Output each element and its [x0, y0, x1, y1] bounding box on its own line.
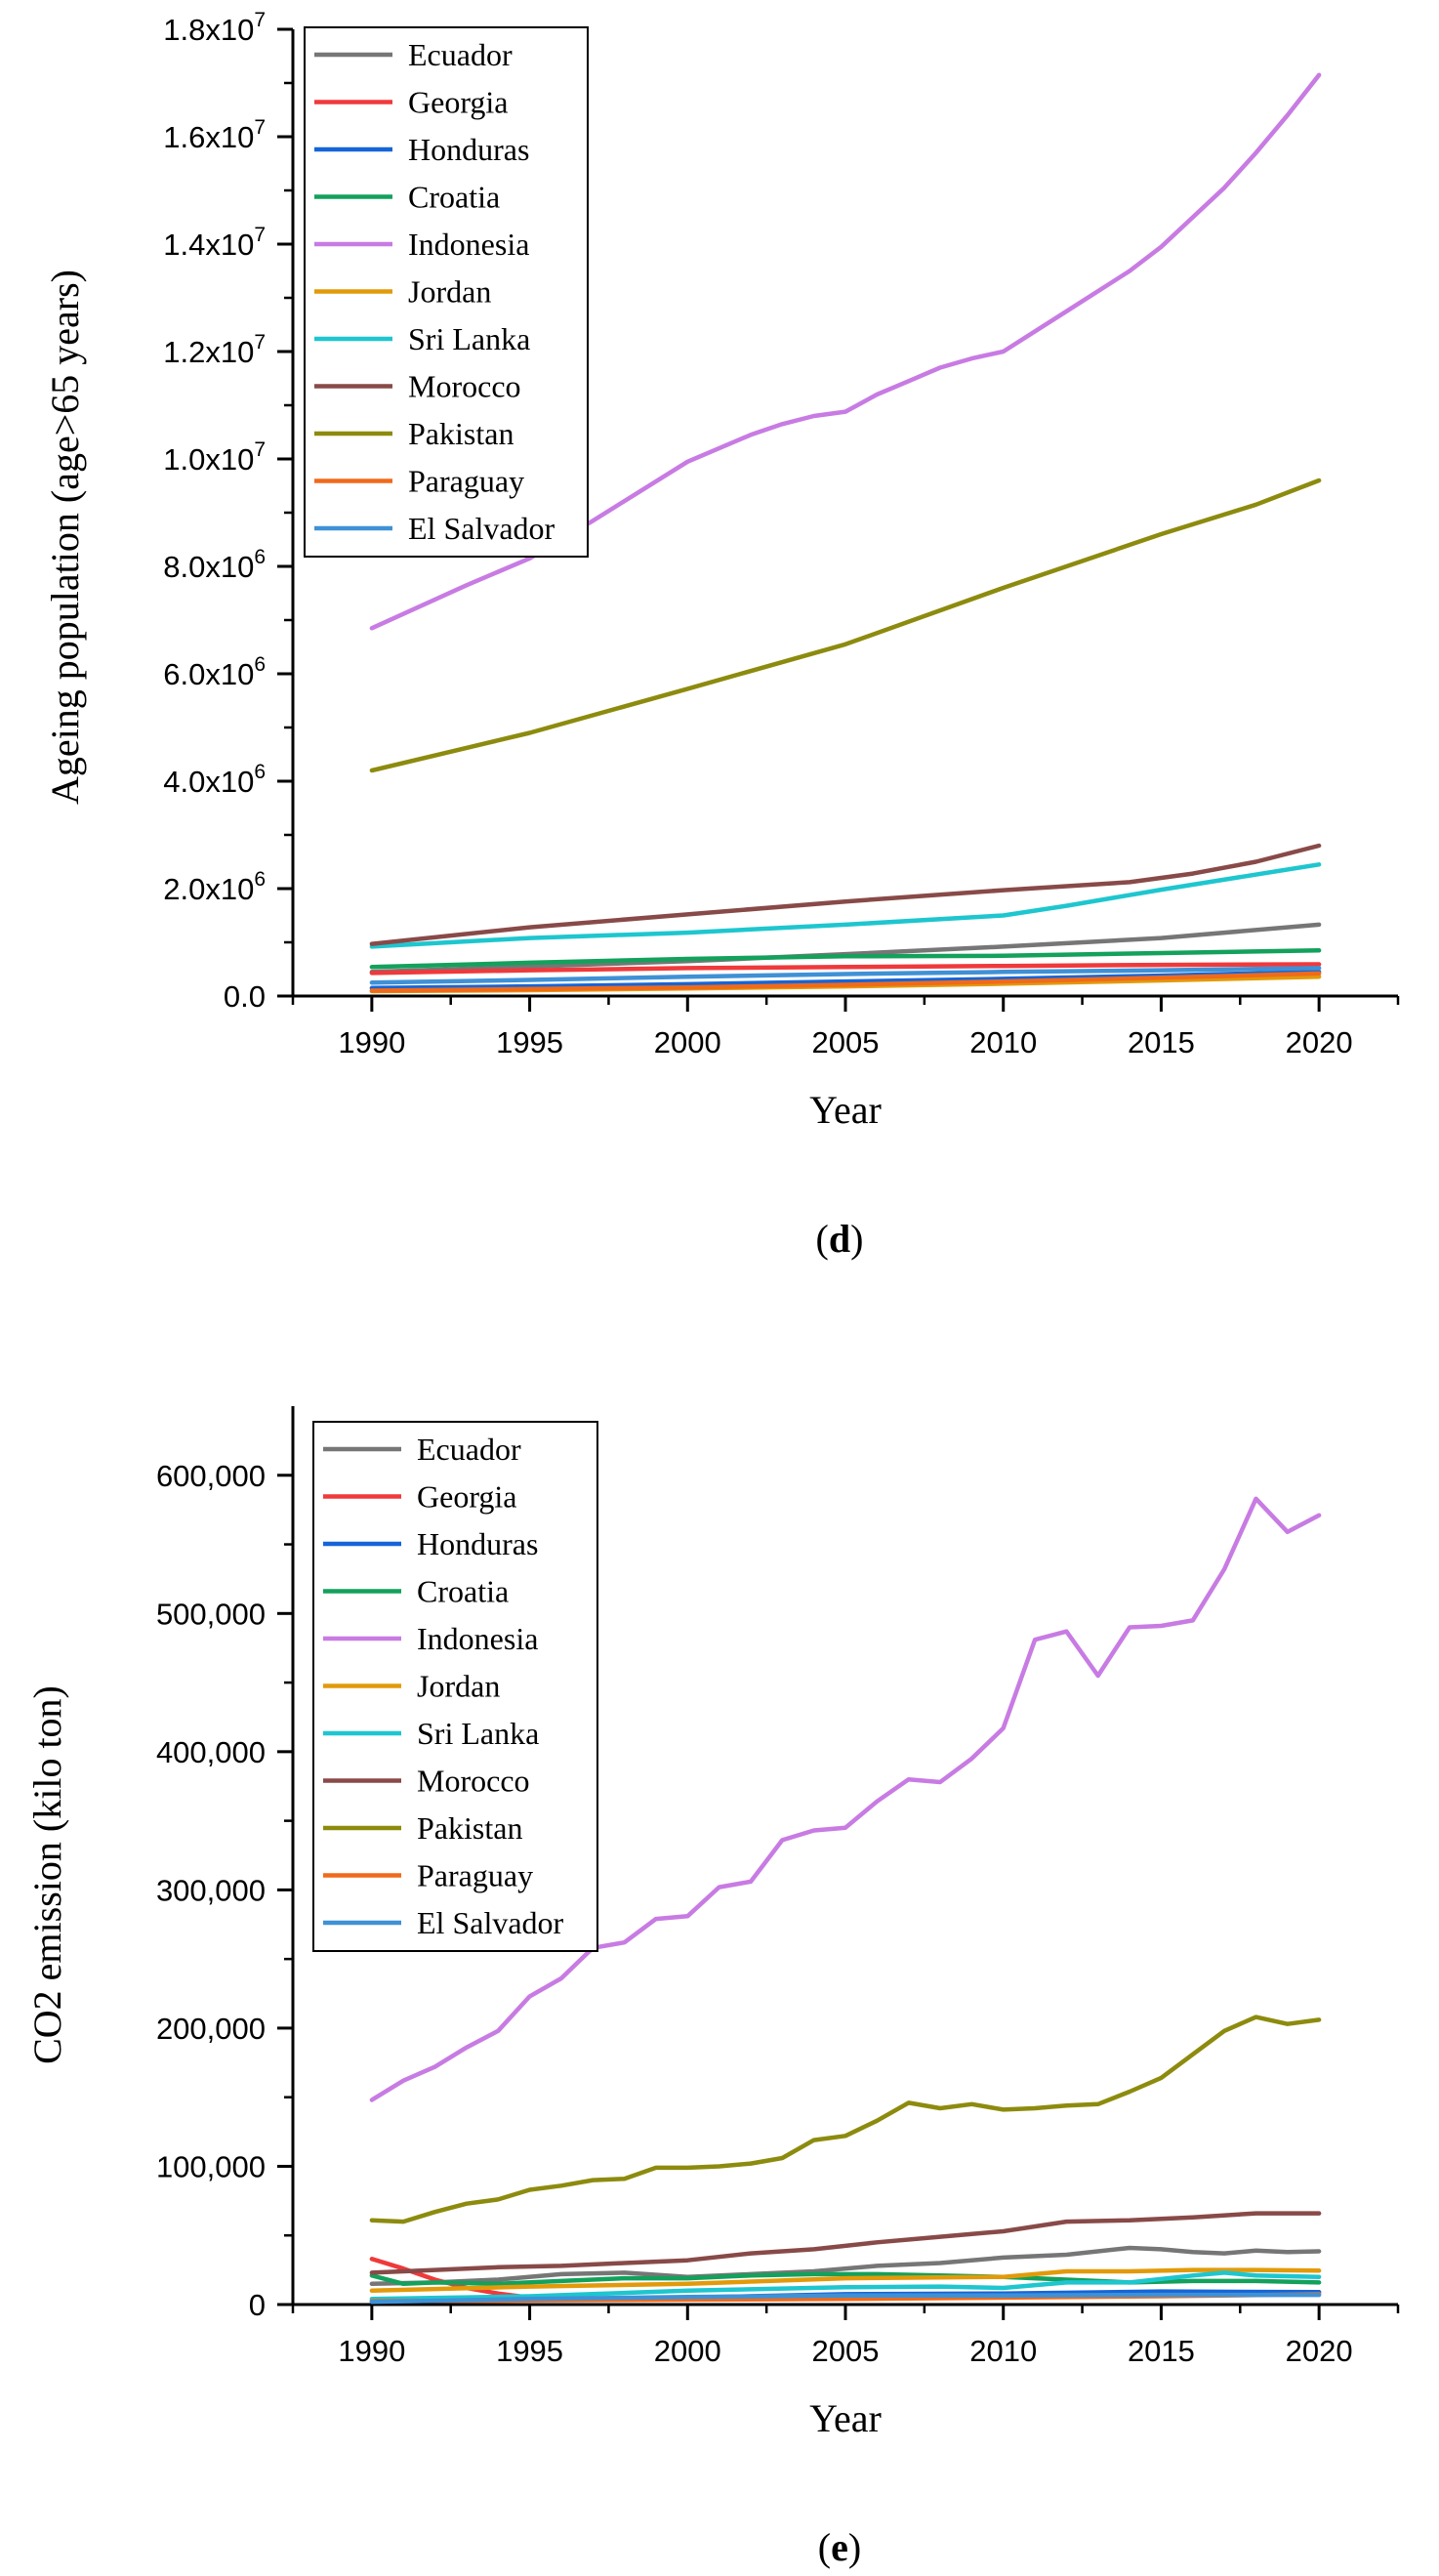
- x-axis-title: Year: [809, 2396, 882, 2440]
- legend: Ecuador Georgia Honduras Croatia Indonesia Jo…: [304, 26, 589, 558]
- legend-label-ecuador: Ecuador: [417, 1432, 521, 1467]
- legend-label-paraguay: Paraguay: [417, 1858, 533, 1893]
- y-tick-label: 0: [249, 2288, 266, 2322]
- y-tick-label: 200,000: [156, 2012, 266, 2046]
- x-tick-label: 2015: [1128, 2334, 1195, 2368]
- series-line-georgia: [369, 962, 1322, 976]
- y-tick-label: 500,000: [156, 1597, 266, 1631]
- series-line-el-salvador: [369, 2292, 1322, 2305]
- legend-label-morocco: Morocco: [408, 369, 521, 404]
- y-tick-label: 1.4x107: [163, 224, 266, 262]
- x-tick-label: 2020: [1286, 2334, 1353, 2368]
- series-line-ecuador: [369, 2245, 1322, 2287]
- legend-label-jordan: Jordan: [417, 1669, 500, 1704]
- plot-area: [369, 1496, 1322, 2305]
- series-line-morocco: [369, 843, 1322, 946]
- y-tick-label: 1.0x107: [163, 438, 266, 477]
- chart-ageing-population: 1990 1995 2000 2005 2010 2015 2020 0.0 2.0x106 4.…: [43, 9, 1400, 1132]
- x-tick-label: 2010: [969, 1025, 1037, 1059]
- y-tick-label: 1.6x107: [163, 116, 266, 154]
- legend-label-croatia: Croatia: [417, 1574, 509, 1609]
- legend: Ecuador Georgia Honduras Croatia Indonesia Jo…: [312, 1421, 598, 1952]
- legend-label-georgia: Georgia: [408, 85, 508, 120]
- x-tick-label: 1990: [338, 2334, 405, 2368]
- chart-co2-emission: 1990 1995 2000 2005 2010 2015 2020 0 100,000 200,…: [25, 1406, 1400, 2440]
- x-tick-label: 1995: [496, 2334, 563, 2368]
- legend-label-croatia: Croatia: [408, 180, 500, 215]
- x-axis-title: Year: [809, 1088, 882, 1132]
- series-line-sri-lanka: [369, 2270, 1322, 2302]
- y-tick-label: 0.0: [224, 979, 266, 1014]
- x-tick-label: 2010: [969, 2334, 1037, 2368]
- x-tick-label: 2005: [812, 1025, 880, 1059]
- y-tick-label: 600,000: [156, 1459, 266, 1493]
- x-tick-label: 2005: [812, 2334, 880, 2368]
- x-tick-label: 1990: [338, 1025, 405, 1059]
- x-tick-label: 2015: [1128, 1025, 1195, 1059]
- legend-label-sri-lanka: Sri Lanka: [408, 321, 530, 356]
- legend-label-pakistan: Pakistan: [408, 416, 514, 451]
- caption-d: (d): [816, 1217, 864, 1261]
- series-line-pakistan: [369, 2015, 1322, 2224]
- series-line-el-salvador: [369, 966, 1322, 985]
- legend-label-honduras: Honduras: [417, 1526, 538, 1561]
- legend-label-el-salvador: El Salvador: [417, 1905, 564, 1940]
- plot-area: [369, 72, 1322, 994]
- y-tick-label: 1.2x107: [163, 331, 266, 369]
- series-line-croatia: [369, 948, 1322, 970]
- legend-label-morocco: Morocco: [417, 1764, 530, 1799]
- legend-label-jordan: Jordan: [408, 274, 491, 310]
- series-line-jordan: [369, 2267, 1322, 2294]
- x-tick-label: 1995: [496, 1025, 563, 1059]
- legend-label-ecuador: Ecuador: [408, 37, 513, 72]
- x-tick-label: 2000: [654, 1025, 721, 1059]
- x-tick-label: 2020: [1286, 1025, 1353, 1059]
- caption-e: (e): [818, 2525, 861, 2569]
- legend-label-indonesia: Indonesia: [408, 227, 529, 262]
- series-line-morocco: [369, 2211, 1322, 2275]
- legend-label-paraguay: Paraguay: [408, 464, 524, 499]
- series-line-indonesia: [369, 1496, 1322, 2102]
- legend-label-sri-lanka: Sri Lanka: [417, 1716, 539, 1751]
- series-line-paraguay: [369, 971, 1322, 993]
- legend-label-georgia: Georgia: [417, 1479, 516, 1515]
- legend-label-indonesia: Indonesia: [417, 1621, 538, 1656]
- y-tick-label: 6.0x106: [163, 653, 266, 691]
- y-axis-title: CO2 emission (kilo ton): [25, 1685, 69, 2064]
- y-tick-label: 4.0x106: [163, 761, 266, 799]
- x-tick-label: 2000: [654, 2334, 721, 2368]
- y-tick-label: 8.0x106: [163, 546, 266, 584]
- series-line-indonesia: [369, 72, 1322, 631]
- y-tick-label: 400,000: [156, 1735, 266, 1769]
- y-tick-label: 2.0x106: [163, 868, 266, 906]
- legend-label-honduras: Honduras: [408, 132, 529, 167]
- series-line-sri-lanka: [369, 862, 1322, 949]
- y-tick-label: 300,000: [156, 1873, 266, 1907]
- y-axis-title: Ageing population (age>65 years): [43, 270, 87, 805]
- legend-label-el-salvador: El Salvador: [408, 511, 555, 546]
- legend-label-pakistan: Pakistan: [417, 1810, 522, 1846]
- y-tick-label: 1.8x107: [163, 9, 266, 47]
- y-tick-label: 100,000: [156, 2149, 266, 2183]
- series-line-pakistan: [369, 478, 1322, 773]
